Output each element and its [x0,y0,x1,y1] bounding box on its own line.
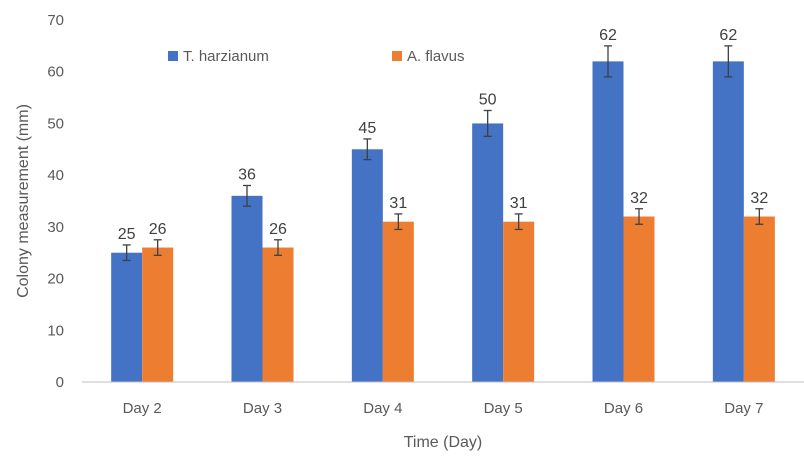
legend-swatch-a-flavus [392,51,402,61]
data-label: 25 [118,226,136,243]
y-tick-label: 30 [47,219,64,236]
bar-t-harzianum-day-3 [231,195,263,382]
data-label: 36 [238,166,256,183]
data-label: 26 [149,221,167,238]
error-bar [122,244,131,262]
bars [111,61,775,382]
legend: T. harzianum A. flavus [168,48,465,65]
error-bars [122,45,764,262]
x-tick-label: Day 5 [484,400,523,417]
y-axis-title: Colony measurement (mm) [15,104,32,298]
data-label: 31 [510,195,528,212]
data-label: 45 [358,120,376,137]
y-tick-label: 50 [47,115,64,132]
error-bar [514,213,523,231]
bar-a-flavus-day-2 [142,247,174,382]
bar-t-harzianum-day-5 [472,123,504,382]
x-tick-label: Day 4 [363,400,402,417]
y-tick-label: 20 [47,271,64,288]
legend-swatch-t-harzianum [168,51,178,61]
error-bar [483,109,492,138]
data-label: 32 [630,190,648,207]
y-axis-ticks: 0 10 20 30 40 50 60 70 [47,12,64,391]
bar-t-harzianum-day-2 [111,252,143,382]
x-tick-label: Day 2 [123,400,162,417]
y-tick-label: 60 [47,64,64,81]
error-bar [635,208,643,225]
error-bar [243,184,251,207]
bar-t-harzianum-day-7 [712,61,744,382]
data-label: 62 [719,27,737,44]
data-label: 62 [599,27,617,44]
bar-a-flavus-day-7 [743,216,775,382]
x-axis-title: Time (Day) [404,434,483,451]
error-bar [724,45,733,78]
error-bar [755,208,764,225]
x-tick-label: Day 7 [724,400,763,417]
legend-label-a-flavus: A. flavus [407,48,465,65]
bar-a-flavus-day-3 [262,247,294,382]
legend-label-t-harzianum: T. harzianum [183,48,269,65]
bar-a-flavus-day-4 [382,221,414,382]
data-label: 50 [479,92,497,109]
error-bar [274,239,282,256]
y-tick-label: 0 [56,374,64,391]
bar-t-harzianum-day-4 [351,149,383,382]
y-tick-label: 40 [47,167,64,184]
y-tick-label: 10 [47,322,64,339]
x-axis-ticks: Day 2 Day 3 Day 4 Day 5 Day 6 Day 7 [123,400,764,417]
x-tick-label: Day 3 [243,400,282,417]
data-label: 26 [269,221,287,238]
data-label: 32 [750,190,768,207]
bar-a-flavus-day-5 [503,221,535,382]
bar-a-flavus-day-6 [623,216,655,382]
error-bar [394,213,403,231]
x-tick-label: Day 6 [604,400,643,417]
data-labels: 25 26 36 26 45 31 50 31 62 32 62 32 [118,27,769,243]
data-label: 31 [389,195,407,212]
y-tick-label: 70 [47,12,64,29]
error-bar [604,45,612,78]
bar-t-harzianum-day-6 [592,61,624,382]
error-bar [363,138,372,161]
error-bar [153,239,162,256]
